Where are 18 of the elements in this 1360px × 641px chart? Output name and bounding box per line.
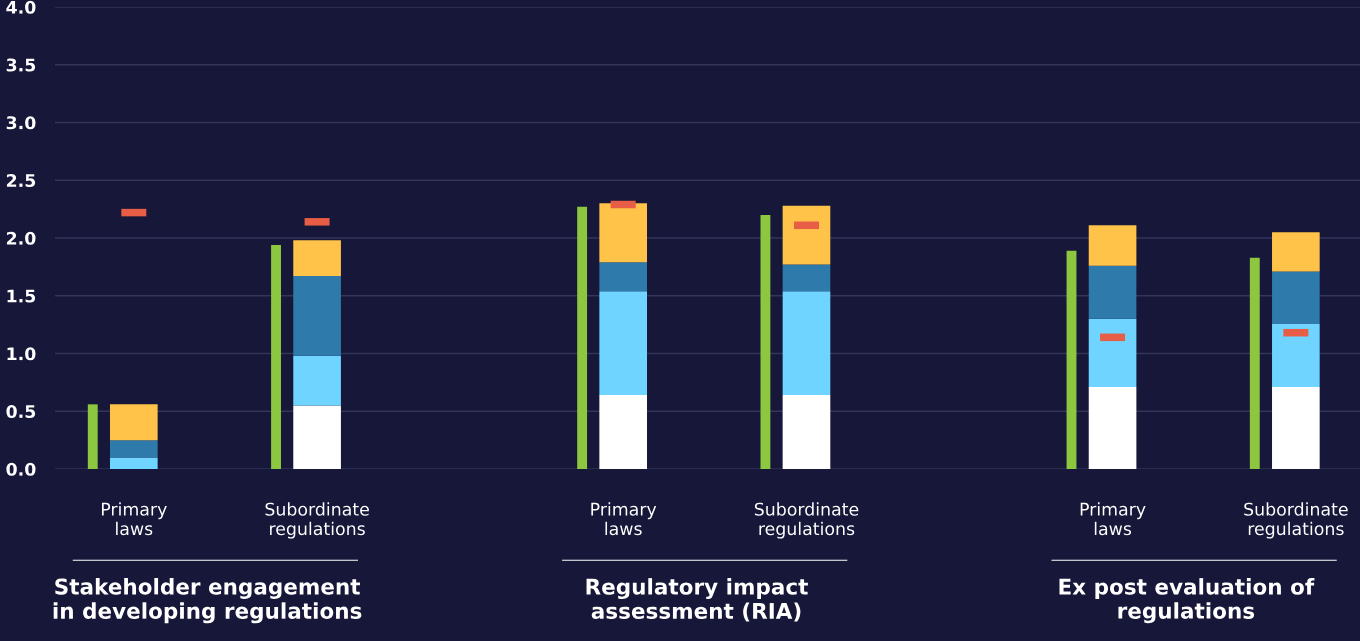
text: Regulatory impact assessment (RIA)	[586, 578, 808, 622]
y-tick-label: 1.5	[7, 289, 36, 303]
x-tick-label: Subordinate regulations	[754, 502, 859, 539]
y-tick-label: 1.0	[7, 347, 36, 361]
y-tick-label: 0.5	[6, 404, 36, 419]
y-tick-label: 4.0	[6, 0, 36, 14]
x-tick-label: Primary laws	[101, 502, 167, 536]
y-tick-label: 0.0	[6, 462, 36, 476]
y-tick-label: 2.5	[6, 173, 36, 188]
y-tick-label: 2.0	[6, 231, 36, 245]
y-tick-label: 3.5	[6, 58, 36, 72]
text: Stakeholder engagement in developing regulations	[53, 578, 362, 624]
x-tick-label: Primary laws	[591, 502, 657, 536]
text: Ex post evaluation of regulations	[1059, 578, 1315, 624]
x-tick-label: Subordinate regulations	[1244, 502, 1348, 539]
x-tick-label: Subordinate regulations	[265, 502, 369, 539]
y-tick-label: 3.0	[6, 116, 36, 130]
x-tick-label: Primary laws	[1080, 502, 1146, 536]
